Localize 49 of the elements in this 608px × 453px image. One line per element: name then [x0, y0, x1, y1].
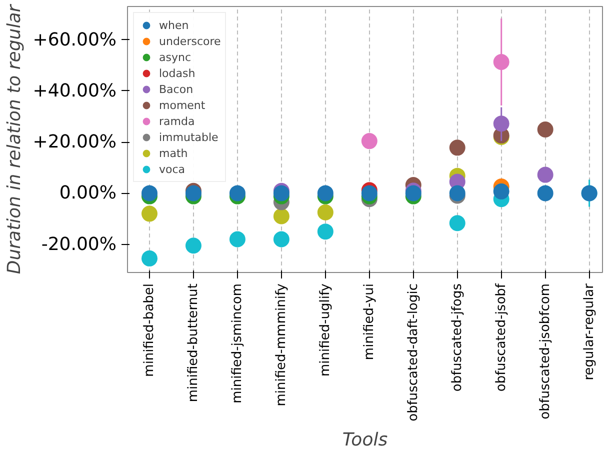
legend-label: math — [159, 146, 188, 160]
legend-label: Bacon — [159, 82, 194, 96]
point — [229, 231, 246, 248]
legend-label: underscore — [159, 34, 221, 48]
x-axis-title: Tools — [342, 429, 388, 450]
point — [273, 231, 290, 248]
x-tick-label: minified-yui — [362, 283, 377, 360]
point — [141, 185, 158, 202]
y-tick-label: +60.00% — [32, 29, 117, 50]
y-axis-title: Duration in relation to regular — [4, 3, 25, 274]
point — [493, 116, 510, 132]
point — [449, 215, 466, 232]
point — [537, 166, 554, 183]
point — [141, 206, 158, 222]
point — [361, 133, 378, 150]
x-tick-label: obfuscated-jsobfcom — [538, 283, 553, 420]
x-tick-label: minified-babel — [142, 283, 157, 377]
x-tick-label: minified-uglify — [318, 283, 333, 377]
x-tick-label: minified-mmminify — [274, 283, 289, 406]
legend-label: when — [159, 18, 189, 32]
x-tick-label: minified-butternut — [186, 283, 201, 402]
point — [317, 185, 334, 202]
point — [449, 140, 466, 156]
point — [141, 250, 158, 266]
point — [361, 185, 378, 202]
x-tick-label: regular-regular — [582, 282, 597, 380]
point — [493, 183, 510, 200]
point — [229, 185, 246, 202]
point — [317, 224, 334, 240]
point — [185, 238, 202, 254]
point — [317, 204, 334, 220]
legend-label: async — [159, 50, 192, 64]
point — [537, 122, 554, 138]
x-tick-label: minified-jsmincom — [230, 284, 245, 404]
x-tick-label: obfuscated-jfogs — [450, 283, 465, 392]
legend-label: moment — [159, 98, 206, 112]
legend-label: immutable — [159, 130, 218, 144]
point — [493, 54, 510, 70]
y-tick-label: -20.00% — [41, 234, 117, 255]
x-tick-label: obfuscated-daft-logic — [406, 283, 421, 422]
legend-label: voca — [159, 162, 186, 176]
y-tick-label: +40.00% — [32, 80, 117, 102]
legend-label: lodash — [159, 66, 196, 80]
y-tick-label: +20.00% — [32, 132, 117, 153]
x-tick-label: obfuscated-jsobf — [494, 283, 509, 392]
point — [273, 208, 290, 224]
point — [537, 185, 554, 202]
legend-label: ramda — [159, 114, 195, 128]
y-tick-label: 0.00% — [59, 182, 117, 204]
